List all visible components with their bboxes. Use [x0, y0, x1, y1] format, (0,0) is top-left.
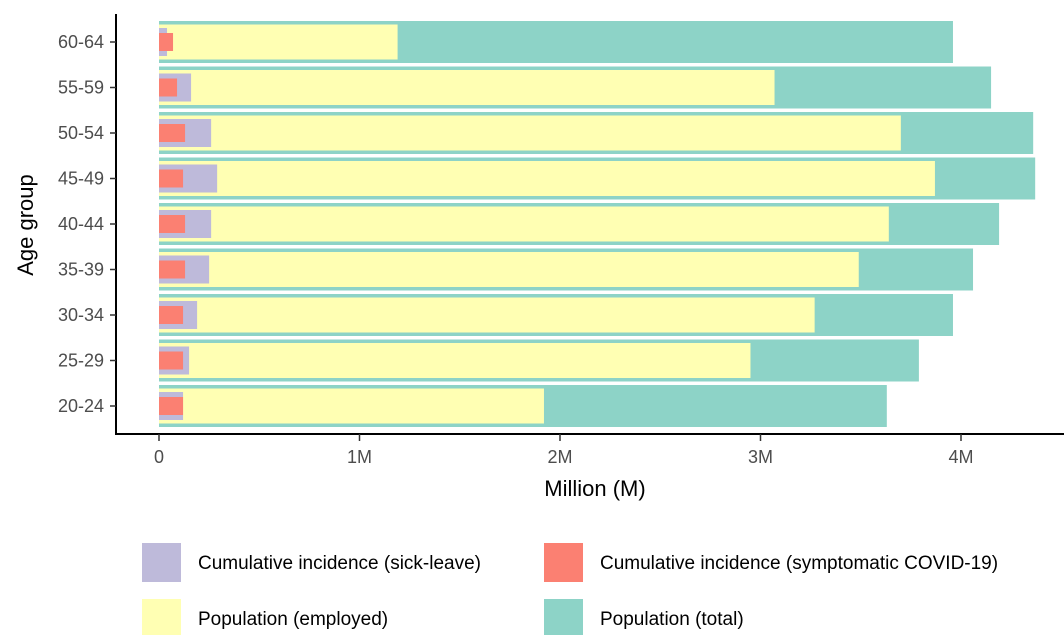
bar-cumulative-incidence-symptomatic-covid-19-25-29 — [159, 351, 184, 370]
ticks-layer: 20-24 25-29 30-34 35-39 40-44 45-49 50-54 55-59… — [58, 32, 974, 467]
legend-swatch-cumulative-incidence-symptomatic-covid-19 — [544, 543, 583, 582]
legend-label-population-total: Population (total) — [600, 609, 744, 630]
y-tick-label-60-64: 60-64 — [58, 32, 104, 52]
x-tick-label-3M: 3M — [748, 447, 773, 467]
y-tick-label-25-29: 25-29 — [58, 351, 104, 371]
legend: Cumulative incidence (sick-leave) Cumulat… — [142, 543, 998, 635]
legend-label-cumulative-incidence-symptomatic-covid-19: Cumulative incidence (symptomatic COVID-… — [600, 553, 998, 574]
bar-cumulative-incidence-symptomatic-covid-19-40-44 — [159, 215, 186, 233]
y-tick-label-35-39: 35-39 — [58, 260, 104, 280]
legend-label-cumulative-incidence-sick-leave: Cumulative incidence (sick-leave) — [198, 553, 481, 574]
y-tick-label-45-49: 45-49 — [58, 169, 104, 189]
bar-cumulative-incidence-symptomatic-covid-19-45-49 — [159, 169, 184, 188]
bars-layer — [159, 21, 1036, 427]
bar-population-employed-50-54 — [159, 115, 901, 151]
y-tick-label-40-44: 40-44 — [58, 214, 104, 234]
y-axis-title: Age group — [13, 174, 38, 276]
y-tick-label-55-59: 55-59 — [58, 78, 104, 98]
bar-population-employed-20-24 — [159, 388, 544, 424]
x-axis-title: Million (M) — [544, 476, 645, 501]
bar-cumulative-incidence-symptomatic-covid-19-60-64 — [159, 33, 174, 51]
bar-population-employed-30-34 — [159, 297, 815, 333]
bar-population-employed-60-64 — [159, 24, 398, 60]
bar-cumulative-incidence-symptomatic-covid-19-35-39 — [159, 260, 186, 279]
bar-cumulative-incidence-symptomatic-covid-19-30-34 — [159, 306, 184, 324]
bar-population-employed-25-29 — [159, 343, 751, 378]
x-tick-label-2M: 2M — [547, 447, 572, 467]
legend-swatch-cumulative-incidence-sick-leave — [142, 543, 181, 582]
bar-cumulative-incidence-symptomatic-covid-19-55-59 — [159, 78, 178, 97]
bar-population-employed-45-49 — [159, 161, 935, 196]
y-tick-label-20-24: 20-24 — [58, 396, 104, 416]
legend-label-population-employed: Population (employed) — [198, 609, 388, 630]
bar-population-employed-40-44 — [159, 206, 889, 242]
legend-swatch-population-employed — [142, 599, 181, 635]
legend-swatch-population-total — [544, 599, 583, 635]
bar-cumulative-incidence-symptomatic-covid-19-20-24 — [159, 397, 184, 415]
x-tick-label-1M: 1M — [347, 447, 372, 467]
x-tick-label-0: 0 — [154, 447, 164, 467]
bar-population-employed-35-39 — [159, 252, 859, 287]
bar-cumulative-incidence-symptomatic-covid-19-50-54 — [159, 124, 186, 142]
bar-population-employed-55-59 — [159, 70, 775, 105]
y-tick-label-30-34: 30-34 — [58, 305, 104, 325]
y-tick-label-50-54: 50-54 — [58, 123, 104, 143]
x-tick-label-4M: 4M — [948, 447, 973, 467]
